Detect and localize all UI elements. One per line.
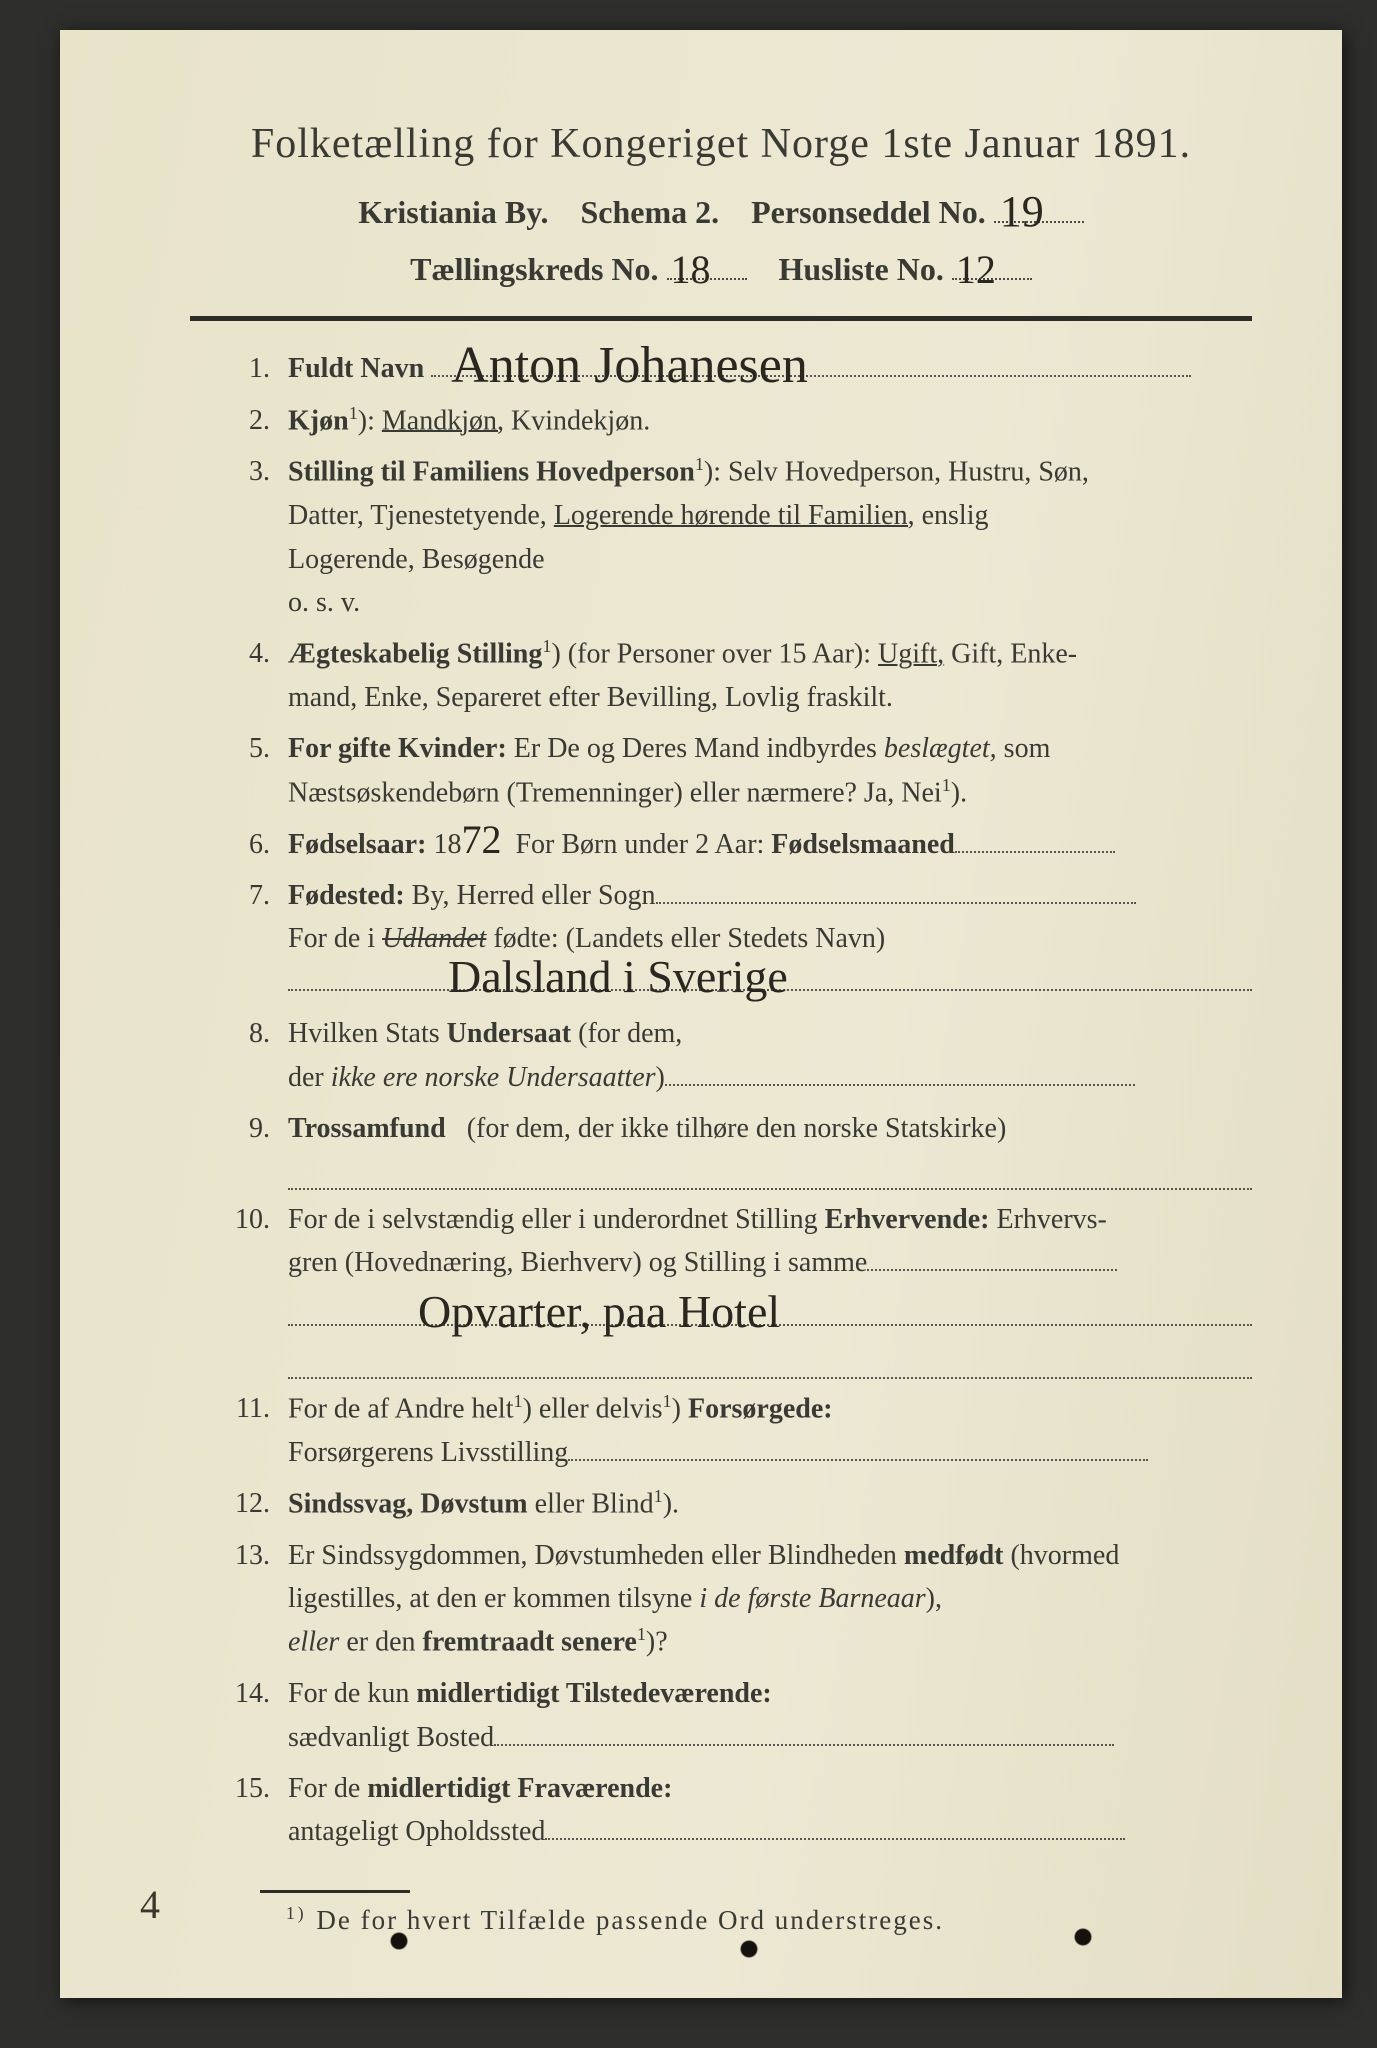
item7-opts: By, Herred eller Sogn	[412, 880, 656, 911]
item-13: 13. Er Sindssygdommen, Døvstumheden elle…	[200, 1534, 1252, 1665]
husliste-field: 12	[952, 243, 1032, 280]
birthyear-value: 72	[461, 828, 501, 852]
year-prefix: 18	[433, 829, 461, 860]
item-11: 11. For de af Andre helt1) eller delvis1…	[200, 1387, 1252, 1474]
item-number: 5.	[200, 727, 288, 770]
personseddel-field: 19	[994, 186, 1084, 223]
item-number: 1.	[200, 347, 288, 390]
kreds-field: 18	[667, 243, 747, 280]
header-block: Folketælling for Kongeriget Norge 1ste J…	[190, 120, 1252, 288]
sub-line-2: Tællingskreds No. 18 Husliste No. 12	[190, 243, 1252, 288]
item-label: Trossamfund	[288, 1113, 446, 1144]
item-label: Fuldt Navn	[288, 353, 424, 384]
footnote: 1) De for hvert Tilfælde passende Ord un…	[286, 1903, 1252, 1936]
item-3: 3. Stilling til Familiens Hovedperson1):…	[200, 450, 1252, 624]
item-number: 3.	[200, 450, 288, 493]
item8-em: ikke ere norske Undersaatter	[331, 1062, 656, 1093]
item-12: 12. Sindssvag, Døvstum eller Blind1).	[200, 1482, 1252, 1526]
husliste-value: 12	[956, 258, 996, 282]
item-number: 12.	[200, 1482, 288, 1525]
item5-b: gifte Kvinder:	[338, 733, 507, 764]
kreds-label: Tællingskreds No.	[410, 251, 658, 287]
item-5: 5. For gifte Kvinder: Er De og Deres Man…	[200, 727, 1252, 814]
main-title: Folketælling for Kongeriget Norge 1ste J…	[190, 120, 1252, 168]
item-15: 15. For de midlertidigt Fraværende: anta…	[200, 1767, 1252, 1854]
item-label: Fødested:	[288, 880, 405, 911]
item-number: 7.	[200, 874, 288, 917]
item-1: 1. Fuldt Navn Anton Johanesen	[200, 347, 1252, 390]
footnote-ref: 1	[349, 403, 358, 423]
item-label: Sindssvag, Døvstum	[288, 1488, 528, 1519]
item4-line2: mand, Enke, Separeret efter Bevilling, L…	[288, 682, 893, 713]
footnote-text: De for hvert Tilfælde passende Ord under…	[316, 1905, 944, 1935]
item4-optsb: Gift, Enke-	[944, 639, 1077, 670]
item-number: 6.	[200, 823, 288, 866]
item-7: 7. Fødested: By, Herred eller Sogn For d…	[200, 874, 1252, 1004]
item3-line1: Selv Hovedperson, Hustru, Søn,	[728, 457, 1089, 488]
footnote-rule	[260, 1890, 410, 1893]
item4-paren: (for Personer over 15 Aar):	[568, 639, 871, 670]
item-label: Fødselsaar:	[288, 829, 426, 860]
item-number: 11.	[200, 1387, 288, 1430]
item8-1a: Hvilken Stats	[288, 1018, 447, 1049]
item-label: Stilling til Familiens Hovedperson	[288, 457, 695, 488]
city-label: Kristiania By.	[358, 194, 548, 230]
item5-a: For	[288, 733, 338, 764]
item7-2a: For de i	[288, 923, 382, 954]
inkblot-icon	[740, 1940, 758, 1958]
personseddel-value: 19	[1000, 199, 1044, 225]
inkblot-icon	[1074, 1928, 1092, 1946]
item-number: 15.	[200, 1767, 288, 1810]
item3-line2b: enslig	[915, 500, 989, 531]
item-number: 10.	[200, 1198, 288, 1241]
item-number: 14.	[200, 1672, 288, 1715]
item-label: Ægteskabelig Stilling	[288, 639, 542, 670]
document-page: Folketælling for Kongeriget Norge 1ste J…	[60, 30, 1342, 1998]
kjon-mand: Mandkjøn,	[382, 405, 504, 436]
item3-line2a: Datter, Tjenestetyende,	[288, 500, 554, 531]
husliste-label: Husliste No.	[779, 251, 944, 287]
occupation-value: Opvarter, paa Hotel	[418, 1298, 780, 1326]
footnote-marker: 1)	[286, 1903, 307, 1923]
corner-mark: 4	[140, 1881, 160, 1928]
item7-em: Udlandet	[382, 923, 486, 954]
item-6: 6. Fødselsaar: 1872 For Børn under 2 Aar…	[200, 823, 1252, 866]
item-8: 8. Hvilken Stats Undersaat (for dem, der…	[200, 1012, 1252, 1099]
item9-text: (for dem, der ikke tilhøre den norske St…	[467, 1113, 1007, 1144]
month-label: Fødselsmaaned	[771, 829, 955, 860]
personseddel-label: Personseddel No.	[751, 194, 986, 230]
item5-em: beslægtet,	[884, 733, 997, 764]
item4-ugift: Ugift,	[878, 639, 944, 670]
item8-bold: Undersaat	[447, 1018, 571, 1049]
birthplace-value: Dalsland i Sverige	[448, 963, 788, 991]
item-4: 4. Ægteskabelig Stilling1) (for Personer…	[200, 632, 1252, 719]
item-number: 8.	[200, 1012, 288, 1055]
item-10: 10. For de i selvstændig eller i underor…	[200, 1198, 1252, 1379]
item5-line2: Næstsøskendebørn (Tremenninger) eller næ…	[288, 777, 942, 808]
item-number: 4.	[200, 632, 288, 675]
inkblot-icon	[390, 1932, 408, 1950]
item-number: 13.	[200, 1534, 288, 1577]
item-14: 14. For de kun midlertidigt Tilstedevære…	[200, 1672, 1252, 1759]
item-9: 9. Trossamfund (for dem, der ikke tilhør…	[200, 1107, 1252, 1190]
fullname-value: Anton Johanesen	[451, 350, 808, 381]
item-label: Kjøn	[288, 405, 349, 436]
item3-underlined: Logerende hørende til Familien,	[554, 500, 915, 531]
item-2: 2. Kjøn1): Mandkjøn, Kvindekjøn.	[200, 399, 1252, 443]
item3-line4: o. s. v.	[288, 587, 360, 618]
item3-line3: Logerende, Besøgende	[288, 544, 545, 575]
item-number: 2.	[200, 399, 288, 442]
header-rule	[190, 316, 1252, 321]
item-number: 9.	[200, 1107, 288, 1150]
item7-2b: fødte: (Landets eller Stedets Navn)	[486, 923, 885, 954]
item5-text1: Er De og Deres Mand indbyrdes	[514, 733, 884, 764]
schema-label: Schema 2.	[580, 194, 719, 230]
kreds-value: 18	[671, 258, 711, 282]
items-list: 1. Fuldt Navn Anton Johanesen 2. Kjøn1):…	[200, 347, 1252, 1853]
item6-mid: For Børn under 2 Aar:	[515, 829, 764, 860]
sub-line-1: Kristiania By. Schema 2. Personseddel No…	[190, 186, 1252, 231]
viewer-frame: Folketælling for Kongeriget Norge 1ste J…	[0, 0, 1377, 2048]
